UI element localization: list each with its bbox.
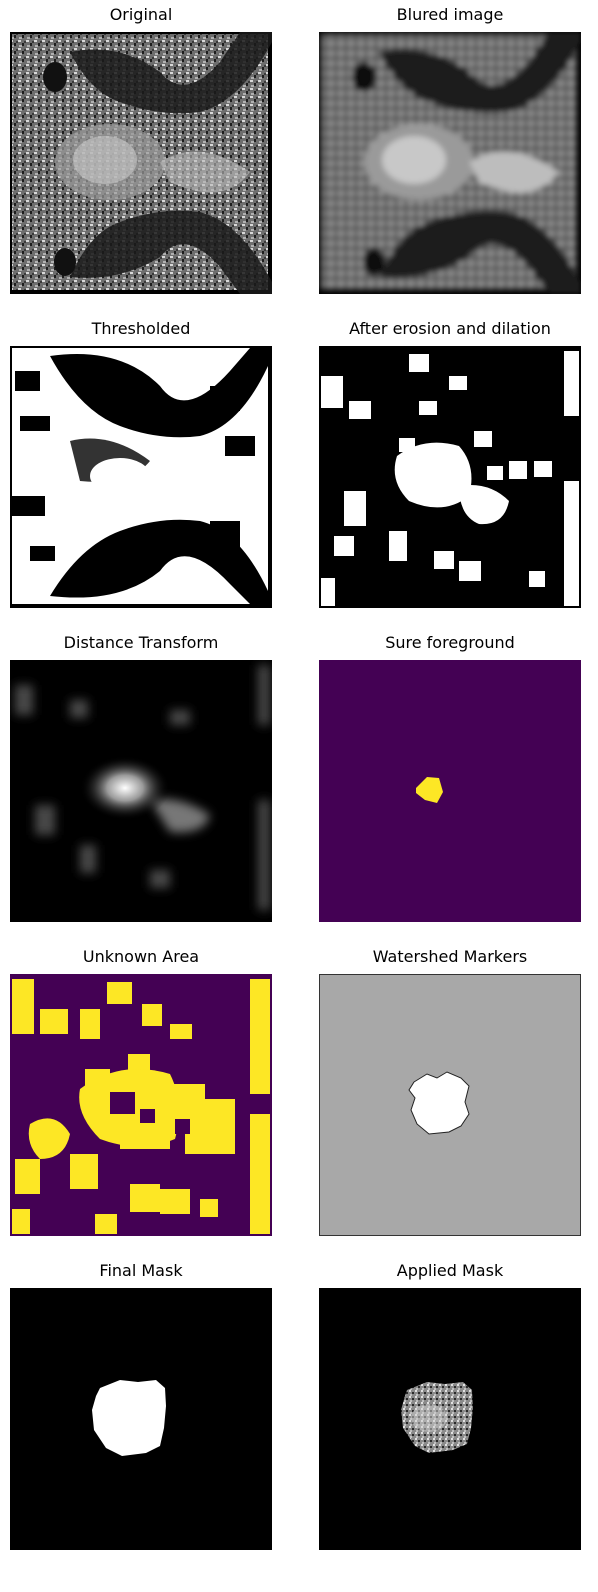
panel-title: Applied Mask [396,1261,504,1280]
final-mask-image [10,1288,272,1550]
panel-original: Original [10,4,272,294]
panel-title: Original [109,5,173,24]
panel-thresholded: Thresholded [10,318,272,608]
panel-sure-foreground: Sure foreground [319,632,581,922]
panel-title: Watershed Markers [372,947,528,966]
panel-title: Final Mask [99,1261,183,1280]
panel-unknown-area: Unknown Area [10,946,272,1236]
distance-transform-image [10,660,272,922]
applied-mask-image [319,1288,581,1550]
watershed-markers-image [319,974,581,1236]
thresholded-image [10,346,272,608]
unknown-area-image [10,974,272,1236]
original-image [10,32,272,294]
panel-applied-mask: Applied Mask [319,1260,581,1550]
panel-eroded-dilated: After erosion and dilation [319,318,581,608]
panel-title: Sure foreground [385,633,515,652]
panel-title: Distance Transform [63,633,219,652]
blurred-image [319,32,581,294]
panel-distance-transform: Distance Transform [10,632,272,922]
panel-title: Thresholded [91,319,191,338]
panel-title: After erosion and dilation [349,319,551,338]
eroded-dilated-image [319,346,581,608]
sure-foreground-image [319,660,581,922]
panel-title: Blured image [396,5,504,24]
panel-watershed-markers: Watershed Markers [319,946,581,1236]
panel-title: Unknown Area [82,947,200,966]
panel-final-mask: Final Mask [10,1260,272,1550]
panel-blurred: Blured image [319,4,581,294]
